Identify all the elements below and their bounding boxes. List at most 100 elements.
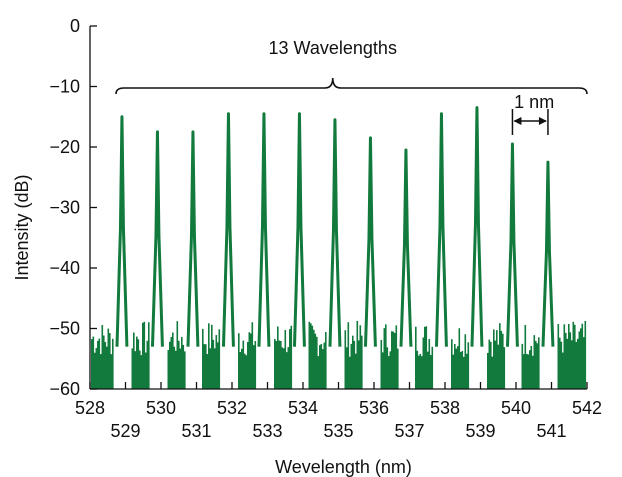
noise-bar: [397, 348, 399, 389]
noise-bar: [583, 337, 585, 389]
x-tick-label: 538: [430, 398, 460, 418]
noise-bar: [104, 342, 107, 389]
noise-bar: [422, 337, 425, 389]
noise-bar: [349, 356, 351, 389]
noise-bar: [145, 352, 147, 389]
noise-bar: [416, 350, 419, 389]
x-tick-label: 540: [501, 398, 531, 418]
noise-bar: [500, 330, 503, 389]
noise-bar: [460, 351, 462, 389]
noise-bar: [320, 343, 323, 389]
noise-bar: [395, 325, 398, 389]
noise-bar: [211, 324, 213, 389]
noise-bar: [172, 332, 174, 389]
spacing-label: 1 nm: [514, 92, 554, 112]
noise-bar: [184, 351, 186, 389]
noise-bar: [431, 346, 434, 389]
noise-bar: [206, 354, 209, 389]
peak-8: [363, 136, 377, 347]
noise-bar: [175, 350, 177, 389]
noise-bar: [415, 326, 417, 389]
y-tick-label: −50: [49, 319, 80, 339]
x-tick-label: 534: [288, 398, 318, 418]
noise-bar: [143, 321, 146, 389]
noise-bar: [581, 323, 584, 389]
noise-bar: [458, 328, 461, 389]
noise-bar: [521, 343, 524, 389]
noise-bar: [536, 343, 539, 389]
noise-bar: [499, 323, 501, 389]
x-tick-label: 531: [181, 421, 211, 441]
noise-bar: [452, 354, 455, 389]
noise-bar: [101, 325, 104, 389]
noise-bar: [289, 329, 291, 389]
peak-11: [470, 106, 484, 347]
noise-bar: [178, 340, 180, 389]
noise-bar: [248, 332, 251, 389]
noise-bar: [392, 331, 395, 389]
peak-5: [257, 112, 271, 347]
noise-bar: [428, 339, 431, 389]
noise-bar: [311, 325, 314, 389]
noise-bar: [560, 341, 563, 389]
peak-13: [541, 160, 555, 347]
noise-bar: [457, 346, 459, 389]
noise-bar: [421, 356, 423, 389]
noise-bar: [356, 320, 359, 389]
peak-4: [221, 112, 235, 347]
x-tick-label: 528: [75, 398, 105, 418]
noise-bar: [350, 343, 353, 389]
noise-bar: [562, 352, 564, 389]
noise-bar: [466, 353, 468, 389]
noise-bar: [179, 348, 182, 389]
noise-bar: [383, 328, 386, 389]
noise-bar: [319, 345, 321, 389]
peak-3: [186, 130, 200, 347]
noise-bar: [566, 338, 569, 389]
peak-1: [115, 115, 129, 347]
noise-bar: [275, 341, 278, 389]
noise-bar: [419, 353, 422, 389]
noise-bar: [463, 356, 465, 389]
peak-12: [505, 142, 519, 347]
noise-bar: [565, 332, 567, 389]
noise-bar: [529, 350, 531, 389]
noise-bar: [290, 325, 293, 389]
noise-bar: [497, 344, 500, 389]
noise-bar: [245, 355, 248, 389]
noise-bar: [532, 355, 534, 389]
noise-bar: [278, 340, 281, 389]
noise-bar: [241, 348, 243, 389]
noise-bar: [308, 321, 311, 389]
noise-bar: [526, 353, 528, 389]
noise-bar: [418, 355, 420, 389]
spectrum-trace: [115, 106, 555, 347]
noise-bar: [167, 350, 170, 389]
spacing-arrowhead-right: [538, 117, 547, 125]
noise-bar: [502, 333, 504, 389]
noise-bar: [277, 326, 279, 389]
noise-bar: [98, 338, 101, 389]
noise-bar: [487, 352, 489, 389]
noise-bar: [253, 345, 255, 389]
noise-bar: [323, 342, 326, 389]
noise-bar: [322, 349, 324, 389]
wavelengths-label: 13 Wavelengths: [269, 38, 397, 58]
noise-bar: [455, 348, 458, 389]
noise-bar: [176, 321, 179, 389]
noise-bar: [280, 340, 282, 389]
noise-bar: [173, 346, 176, 389]
noise-bar: [251, 322, 254, 389]
noise-bar: [209, 348, 212, 389]
noise-bar: [97, 340, 99, 389]
noise-bar: [389, 351, 392, 389]
noise-bar: [559, 337, 561, 389]
noise-bar: [352, 335, 354, 389]
noise-bar: [344, 330, 347, 389]
noise-bar: [244, 353, 246, 389]
x-tick-label: 537: [394, 421, 424, 441]
noise-bar: [139, 350, 141, 389]
x-tick-label: 542: [572, 398, 602, 418]
noise-bar: [169, 341, 171, 389]
noise-bar: [488, 339, 491, 389]
